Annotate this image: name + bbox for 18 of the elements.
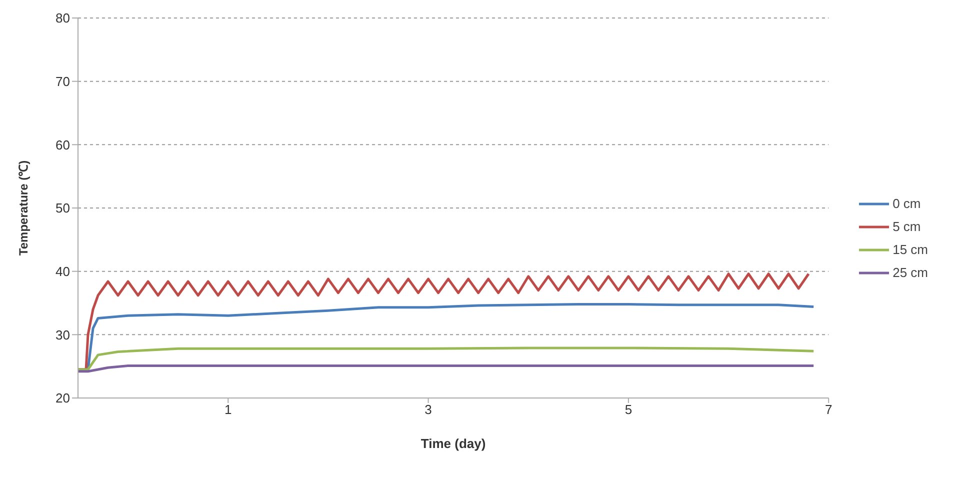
x-tick-label: 7 [824,402,832,418]
y-tick-label: 70 [56,74,70,89]
y-tick-label: 20 [56,390,70,406]
line-series [78,346,815,371]
y-tick-label: 50 [56,200,70,216]
y-tick-label: 80 [56,10,70,26]
y-tick-label: 30 [56,327,70,342]
legend-label: 25 cm [892,265,928,280]
x-tick-label: 1 [224,402,232,418]
x-tick-label: 3 [424,402,432,418]
legend-label: 5 cm [892,219,921,234]
y-tick-label: 60 [56,137,70,152]
x-tick-label: 5 [624,402,632,418]
x-axis-title: Time (day) [420,436,486,451]
y-tick-label: 40 [56,264,70,279]
legend-label: 0 cm [892,196,921,211]
y-axis-title: Temperature (℃) [16,160,30,256]
legend-label: 15 cm [892,242,928,257]
